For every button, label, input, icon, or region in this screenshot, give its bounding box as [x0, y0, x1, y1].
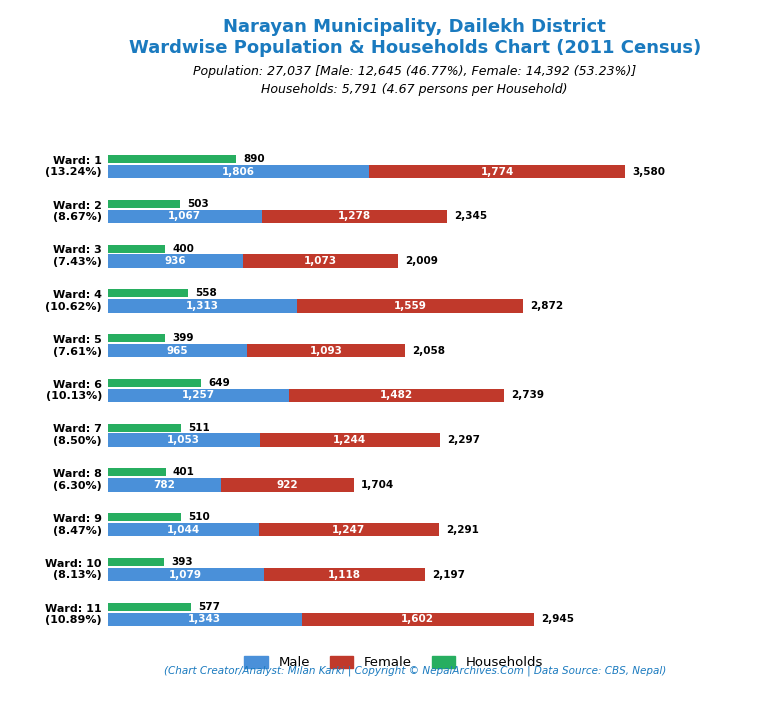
Text: 1,053: 1,053	[167, 435, 200, 445]
Bar	[108, 479, 220, 492]
Text: 2,739: 2,739	[511, 391, 544, 400]
Text: 2,058: 2,058	[412, 346, 445, 356]
Text: 2,945: 2,945	[541, 614, 574, 624]
Bar	[302, 613, 534, 626]
Bar	[290, 388, 504, 402]
Bar	[108, 523, 259, 537]
Text: Households: 5,791 (4.67 persons per Household): Households: 5,791 (4.67 persons per Hous…	[261, 83, 568, 96]
Bar	[108, 513, 181, 521]
Text: 503: 503	[187, 199, 209, 209]
Text: 1,067: 1,067	[168, 212, 201, 222]
Text: 1,044: 1,044	[167, 525, 200, 535]
Text: 511: 511	[189, 422, 210, 432]
Bar	[108, 434, 260, 447]
Bar	[108, 613, 302, 626]
Bar	[262, 209, 447, 223]
Text: 399: 399	[173, 333, 194, 343]
Text: 558: 558	[196, 288, 217, 298]
Bar	[108, 254, 243, 268]
Text: 965: 965	[167, 346, 188, 356]
Text: 1,559: 1,559	[394, 301, 427, 311]
Bar	[108, 289, 188, 297]
Text: 2,345: 2,345	[454, 212, 487, 222]
Text: 1,602: 1,602	[401, 614, 434, 624]
Text: 1,073: 1,073	[304, 256, 337, 266]
Text: 1,244: 1,244	[333, 435, 366, 445]
Text: 1,093: 1,093	[310, 346, 343, 356]
Text: 577: 577	[198, 602, 220, 612]
Text: 782: 782	[153, 480, 175, 490]
Bar	[108, 244, 165, 253]
Text: 922: 922	[276, 480, 298, 490]
Bar	[108, 568, 263, 581]
Bar	[108, 155, 237, 163]
Text: 1,806: 1,806	[222, 167, 255, 177]
Text: 1,313: 1,313	[186, 301, 219, 311]
Text: 649: 649	[209, 378, 230, 388]
Text: Narayan Municipality, Dailekh District: Narayan Municipality, Dailekh District	[223, 18, 606, 36]
Bar	[108, 558, 164, 566]
Text: 2,297: 2,297	[447, 435, 480, 445]
Text: 1,257: 1,257	[182, 391, 215, 400]
Bar	[108, 299, 297, 312]
Bar	[108, 209, 262, 223]
Text: 1,774: 1,774	[481, 167, 514, 177]
Text: 890: 890	[243, 154, 265, 164]
Text: 1,278: 1,278	[338, 212, 371, 222]
Text: 1,118: 1,118	[328, 569, 361, 579]
Text: 400: 400	[173, 244, 194, 253]
Text: 401: 401	[173, 467, 194, 477]
Bar	[243, 254, 398, 268]
Bar	[108, 379, 201, 387]
Text: 1,482: 1,482	[380, 391, 413, 400]
Text: 393: 393	[171, 557, 194, 567]
Bar	[263, 568, 425, 581]
Bar	[259, 523, 439, 537]
Bar	[108, 424, 181, 432]
Text: Population: 27,037 [Male: 12,645 (46.77%), Female: 14,392 (53.23%)]: Population: 27,037 [Male: 12,645 (46.77%…	[193, 65, 637, 78]
Bar	[108, 388, 290, 402]
Legend: Male, Female, Households: Male, Female, Households	[239, 650, 548, 674]
Bar	[220, 479, 354, 492]
Text: 2,291: 2,291	[446, 525, 479, 535]
Text: 2,872: 2,872	[530, 301, 564, 311]
Bar	[108, 344, 247, 357]
Bar	[108, 469, 166, 476]
Bar	[247, 344, 406, 357]
Text: Wardwise Population & Households Chart (2011 Census): Wardwise Population & Households Chart (…	[128, 39, 701, 57]
Bar	[108, 200, 180, 208]
Bar	[297, 299, 523, 312]
Bar	[108, 334, 165, 342]
Bar	[108, 603, 191, 611]
Text: 1,079: 1,079	[169, 569, 202, 579]
Text: 1,704: 1,704	[361, 480, 395, 490]
Text: 1,247: 1,247	[332, 525, 366, 535]
Text: 1,343: 1,343	[188, 614, 221, 624]
Bar	[108, 165, 369, 178]
Bar	[260, 434, 440, 447]
Text: 2,197: 2,197	[432, 569, 465, 579]
Text: 3,580: 3,580	[633, 167, 666, 177]
Text: 936: 936	[164, 256, 186, 266]
Bar	[369, 165, 625, 178]
Text: 510: 510	[188, 512, 210, 523]
Text: 2,009: 2,009	[406, 256, 439, 266]
Text: (Chart Creator/Analyst: Milan Karki | Copyright © NepalArchives.Com | Data Sourc: (Chart Creator/Analyst: Milan Karki | Co…	[164, 666, 666, 676]
